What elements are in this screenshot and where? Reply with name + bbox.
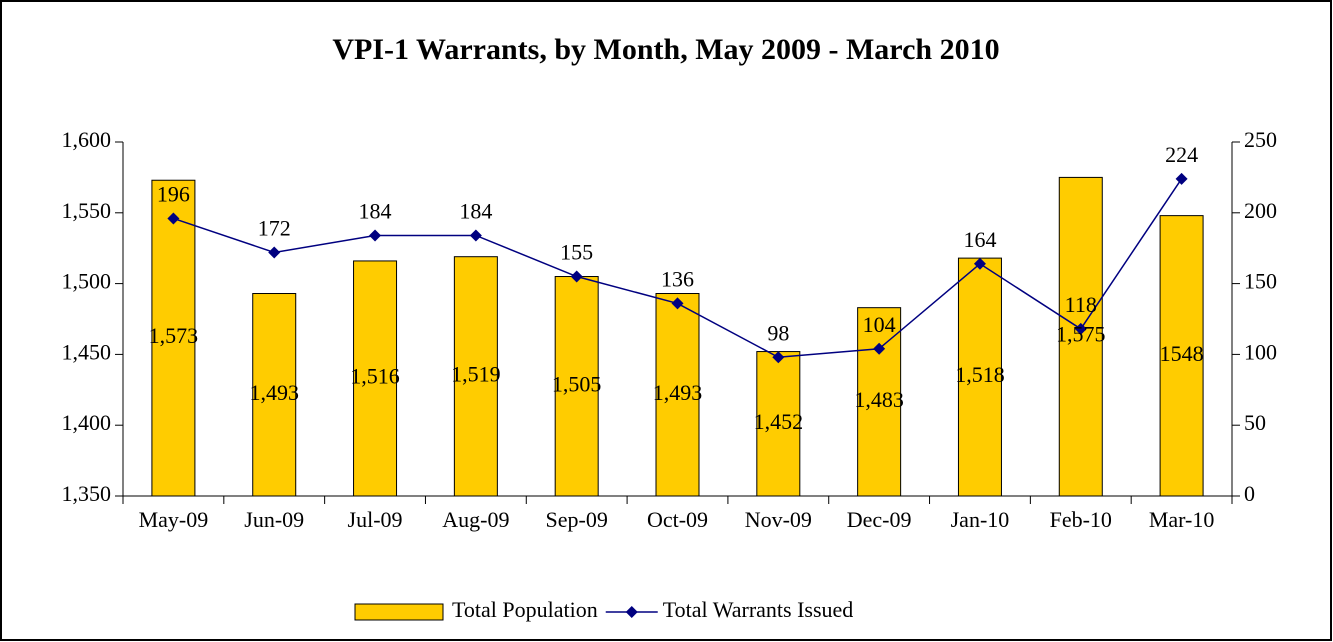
y2-tick-label: 50: [1244, 410, 1266, 435]
marker: [369, 229, 382, 242]
bar-value-label: 1,483: [854, 387, 904, 412]
chart-title: VPI-1 Warrants, by Month, May 2009 - Mar…: [332, 33, 999, 66]
y-tick-label: 1,600: [62, 127, 112, 152]
line-value-label: 155: [560, 240, 593, 265]
marker: [167, 212, 180, 225]
line-value-label: 98: [767, 320, 789, 345]
bar: [957, 257, 1002, 497]
line-value-label: 164: [963, 227, 996, 252]
y2-tick-label: 100: [1244, 339, 1277, 364]
bar: [1058, 176, 1103, 497]
marker: [1175, 172, 1188, 185]
line-value-label: 172: [258, 215, 291, 240]
line-value-label: 184: [359, 199, 392, 224]
legend-label: Total Population: [452, 597, 598, 622]
y-tick-label: 1,400: [62, 410, 112, 435]
legend-marker: [625, 606, 638, 618]
marker: [570, 270, 583, 283]
y2-tick-label: 250: [1244, 127, 1277, 152]
bar-value-label: 1548: [1160, 341, 1204, 366]
bar: [453, 256, 498, 497]
y2-tick-label: 150: [1244, 269, 1277, 294]
bar-value-label: 1,505: [552, 371, 602, 396]
bar-value-label: 1,493: [249, 380, 299, 405]
x-tick-label: Jul-09: [348, 507, 403, 532]
bar: [857, 307, 902, 497]
x-tick-label: Sep-09: [546, 507, 608, 532]
bar-value-label: 1,573: [149, 323, 199, 348]
y2-tick-label: 200: [1244, 198, 1277, 223]
line-value-label: 104: [863, 312, 896, 337]
line-value-label: 184: [459, 199, 492, 224]
marker: [973, 257, 986, 270]
y-tick-label: 1,500: [62, 269, 112, 294]
bar: [1159, 215, 1204, 497]
x-tick-label: Jan-10: [951, 507, 1010, 532]
bar: [756, 351, 801, 497]
bar-value-label: 1,516: [350, 364, 400, 389]
bar: [353, 260, 398, 497]
x-tick-label: Aug-09: [442, 507, 509, 532]
bar-value-label: 1,518: [955, 362, 1005, 387]
y2-tick-label: 0: [1244, 481, 1255, 506]
line-value-label: 136: [661, 266, 694, 291]
x-tick-label: Oct-09: [647, 507, 708, 532]
x-tick-label: Jun-09: [244, 507, 304, 532]
x-tick-label: Nov-09: [745, 507, 812, 532]
bar: [655, 293, 700, 497]
bar: [252, 293, 297, 497]
y-tick-label: 1,350: [62, 481, 112, 506]
line-value-label: 118: [1065, 292, 1097, 317]
bar: [554, 276, 599, 497]
x-tick-label: May-09: [139, 507, 209, 532]
x-tick-label: Feb-10: [1050, 507, 1112, 532]
line-value-label: 224: [1165, 142, 1198, 167]
legend-swatch: [354, 603, 444, 621]
marker: [469, 229, 482, 242]
marker: [772, 351, 785, 364]
marker: [873, 342, 886, 355]
bar-value-label: 1,519: [451, 361, 501, 386]
y-tick-label: 1,550: [62, 198, 112, 223]
x-tick-label: Mar-10: [1149, 507, 1215, 532]
line-value-label: 196: [157, 182, 190, 207]
marker: [1074, 322, 1087, 335]
marker: [671, 297, 684, 310]
marker: [268, 246, 281, 259]
bar: [151, 179, 196, 497]
y-tick-label: 1,450: [62, 339, 112, 364]
bar-value-label: 1,575: [1056, 322, 1106, 347]
legend-label: Total Warrants Issued: [663, 597, 854, 622]
bar-value-label: 1,452: [754, 409, 804, 434]
bar-value-label: 1,493: [653, 380, 703, 405]
x-tick-label: Dec-09: [847, 507, 912, 532]
